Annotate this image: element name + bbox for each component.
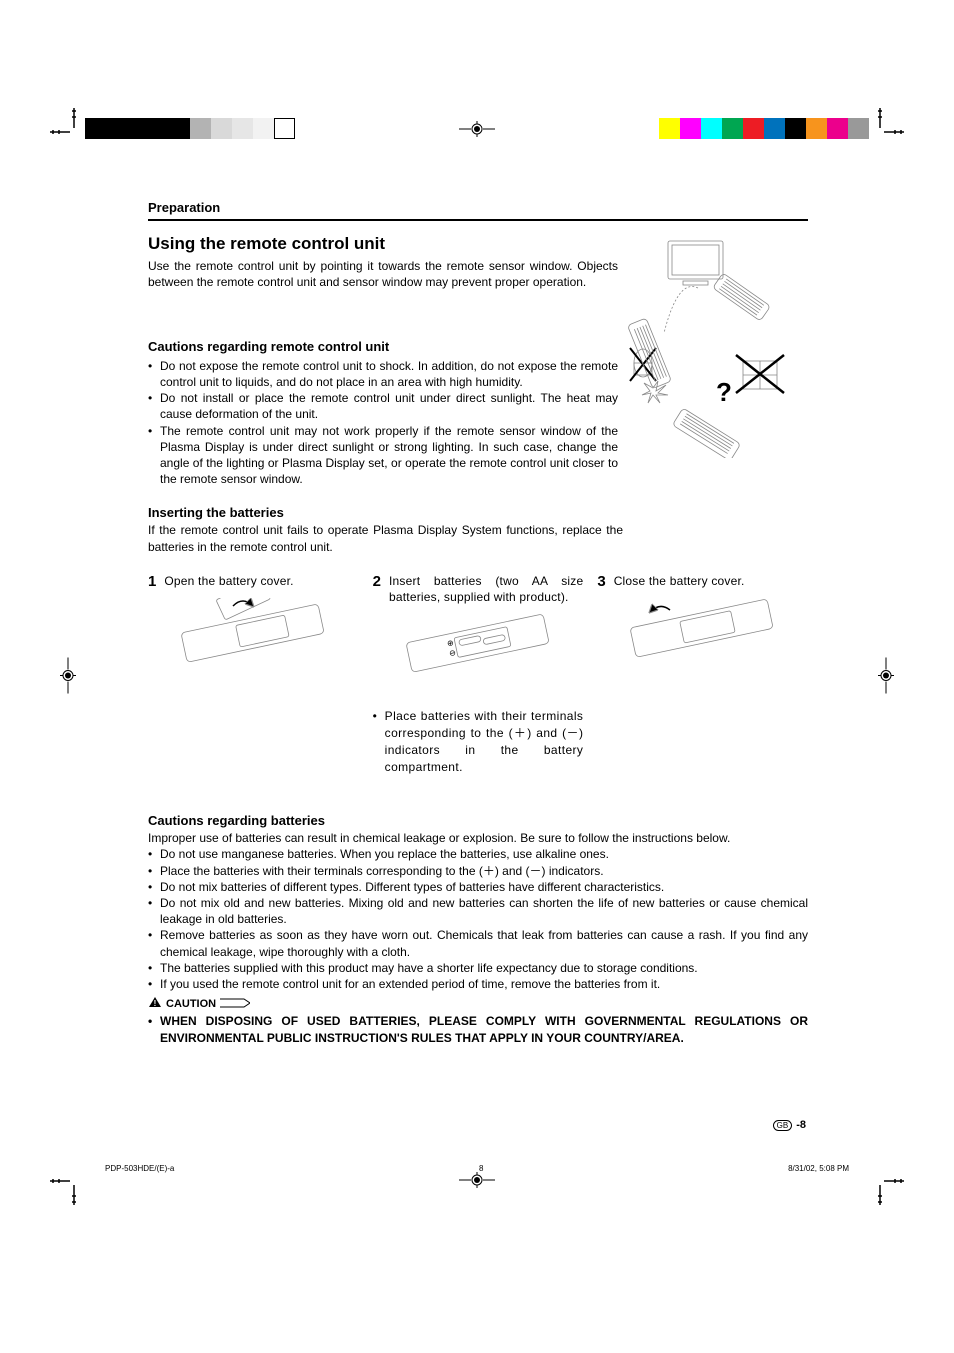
color-bar-left [85,118,295,139]
caution-item: Do not install or place the remote contr… [148,390,618,422]
cautions-remote-list: Do not expose the remote control unit to… [148,358,618,488]
gb-badge: GB [773,1120,793,1131]
steps-row: 1 Open the battery cover. [148,573,808,776]
registration-mark-right [876,657,896,696]
main-title: Using the remote control unit [148,233,618,256]
caution-disposal-text: WHEN DISPOSING OF USED BATTERIES, PLEASE… [148,1013,808,1047]
remote-illustration: ? [628,233,808,487]
crop-mark-tr [870,108,904,142]
intro-paragraph: Use the remote control unit by pointing … [148,258,618,290]
cautions-batt-intro: Improper use of batteries can result in … [148,830,808,846]
color-bar-right [659,118,869,139]
step-2-illustration: ⊕ ⊖ [396,613,561,698]
warning-icon: ! [148,996,162,1011]
step-text: Insert batteries (two AA size batteries,… [389,573,583,605]
step-3: 3 Close the battery cover. [597,573,808,776]
cautions-batt-heading: Cautions regarding batteries [148,813,808,828]
page-badge: GB -8 [773,1119,806,1131]
caution-batt-item: Do not use manganese batteries. When you… [148,846,808,862]
footer-right: 8/31/02, 5:08 PM [788,1164,849,1173]
crop-mark-bl [50,1171,84,1205]
footer-mid: 8 [479,1164,483,1173]
registration-mark-left [58,657,78,696]
page-number: -8 [796,1119,806,1131]
section-rule [148,219,808,221]
step-number: 2 [373,573,381,590]
caution-batt-item: Place the batteries with their terminals… [148,863,808,879]
step-1-illustration [171,598,336,683]
cautions-batt-list: Do not use manganese batteries. When you… [148,846,808,992]
registration-mark-top [459,119,495,142]
step-number: 1 [148,573,156,590]
svg-text:?: ? [716,377,732,407]
caution-item: Do not expose the remote control unit to… [148,358,618,390]
svg-text:!: ! [154,999,157,1008]
footer-left: PDP-503HDE/(E)-a [105,1164,174,1173]
caution-batt-item: If you used the remote control unit for … [148,976,808,992]
step-text: Close the battery cover. [614,573,808,589]
page-content: Preparation Using the remote control uni… [148,200,808,1047]
caution-banner: ! CAUTION [148,996,808,1011]
step-2: 2 Insert batteries (two AA size batterie… [373,573,584,776]
step-text: Open the battery cover. [164,573,358,589]
svg-text:⊖: ⊖ [448,648,456,658]
caution-batt-item: Do not mix batteries of different types.… [148,879,808,895]
intro-column: Using the remote control unit Use the re… [148,233,618,487]
caution-item: The remote control unit may not work pro… [148,423,618,488]
caution-batt-item: Do not mix old and new batteries. Mixing… [148,895,808,927]
svg-text:⊕: ⊕ [446,638,454,648]
cautions-remote-heading: Cautions regarding remote control unit [148,338,618,356]
registration-mark-bottom [459,1170,495,1193]
inserting-heading: Inserting the batteries [148,505,808,520]
step-3-illustration [620,598,785,683]
inserting-text: If the remote control unit fails to oper… [148,522,623,554]
caution-batt-item: Remove batteries as soon as they have wo… [148,927,808,959]
step-1: 1 Open the battery cover. [148,573,359,776]
caution-batt-item: The batteries supplied with this product… [148,960,808,976]
step-number: 3 [597,573,605,590]
crop-mark-br [870,1171,904,1205]
section-header: Preparation [148,200,808,215]
caution-arrow-icon [220,996,250,1011]
footer: PDP-503HDE/(E)-a 8 8/31/02, 5:08 PM [105,1164,849,1173]
crop-mark-tl [50,108,84,142]
step-2-note: Place batteries with their terminals cor… [373,708,584,775]
caution-label: CAUTION [166,998,216,1010]
